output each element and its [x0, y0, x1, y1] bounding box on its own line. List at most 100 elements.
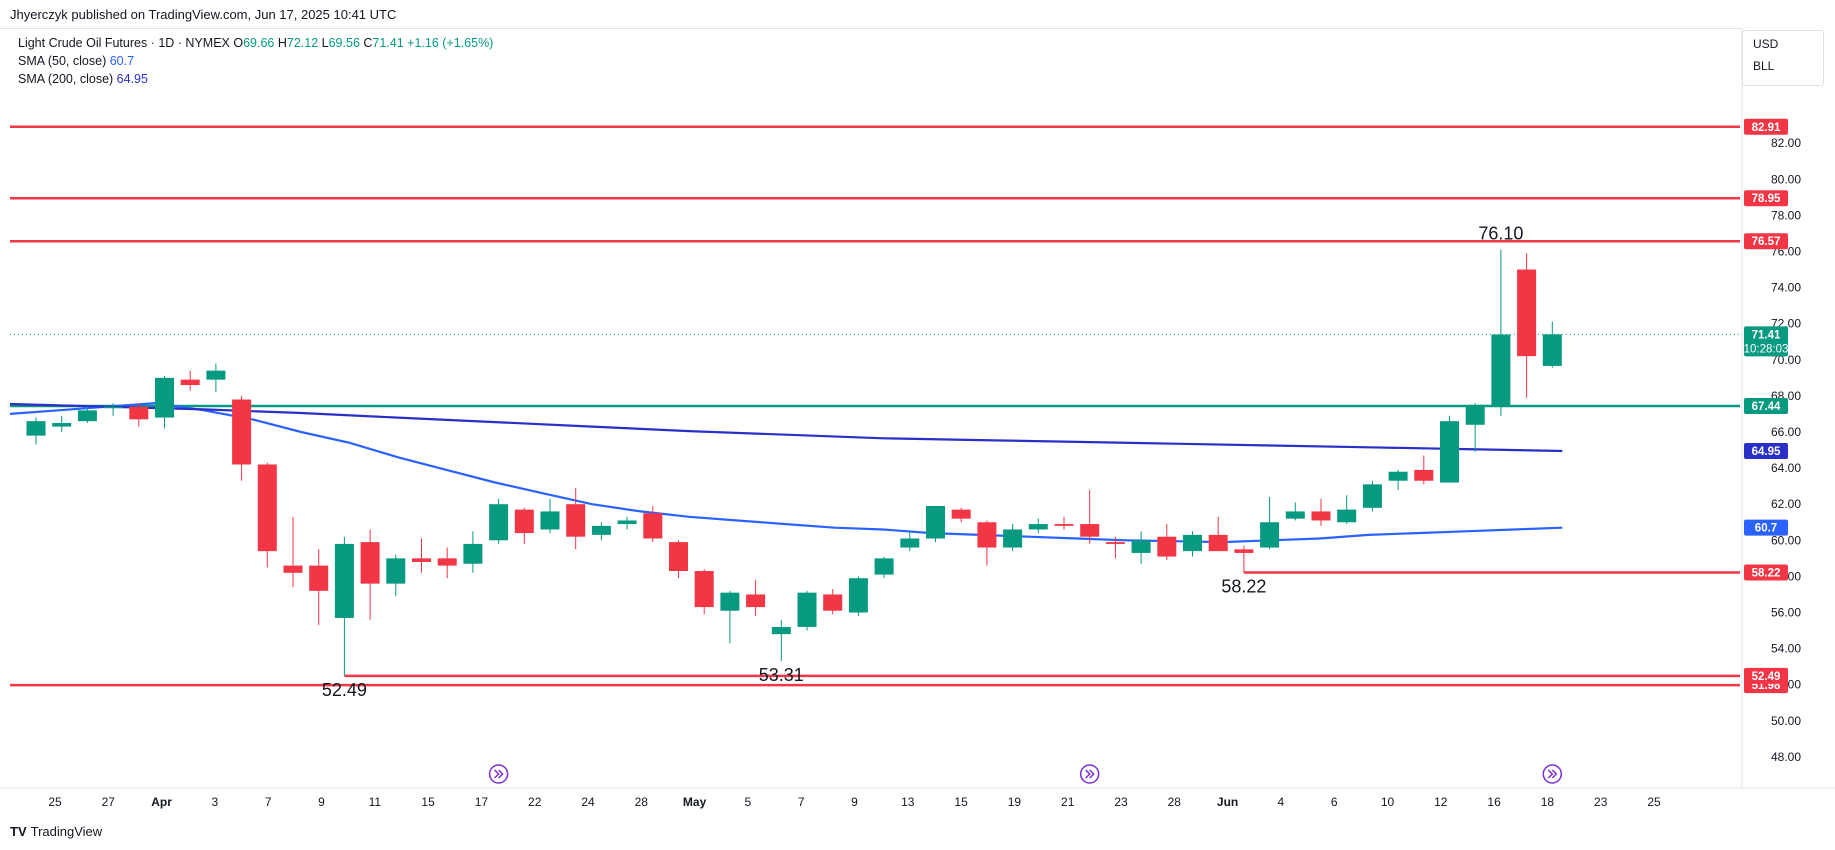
- candle: [77, 406, 97, 423]
- candle: [489, 498, 509, 544]
- x-tick-label: 24: [581, 795, 595, 809]
- y-tick-label: 66.00: [1771, 425, 1801, 439]
- replay-icon-arrows: [1085, 769, 1095, 779]
- candle: [669, 540, 688, 579]
- candle-body: [1542, 334, 1562, 366]
- candle-body: [1337, 509, 1357, 523]
- candle: [926, 506, 945, 543]
- candle: [1105, 536, 1125, 559]
- partial-price-tag: 52.49: [1744, 667, 1788, 684]
- candle: [1028, 518, 1048, 534]
- sma200-line: [9, 402, 1563, 453]
- candle-body: [1285, 511, 1305, 519]
- candle-body: [283, 565, 303, 573]
- candle-body: [26, 421, 46, 436]
- candle-body: [540, 511, 560, 530]
- x-tick-label: 9: [851, 795, 858, 809]
- candle: [360, 529, 380, 620]
- candle-body: [977, 522, 997, 548]
- y-tick-label: 56.00: [1771, 606, 1801, 620]
- candle-body: [257, 464, 277, 552]
- candle: [951, 507, 971, 523]
- candle: [155, 376, 174, 429]
- candle: [1440, 415, 1459, 483]
- candle-body: [103, 406, 123, 409]
- candle-body: [1234, 549, 1254, 553]
- candle: [1234, 545, 1254, 573]
- candle: [746, 580, 766, 617]
- candle-body: [129, 406, 149, 420]
- candle-body: [1131, 540, 1151, 553]
- high-label: H: [277, 36, 287, 50]
- candle: [1414, 455, 1434, 485]
- candle: [797, 590, 817, 631]
- level-price-tag-bg: [1744, 190, 1788, 207]
- candle-body: [1260, 522, 1280, 548]
- replay-icon[interactable]: [1079, 764, 1100, 784]
- candle: [412, 538, 431, 573]
- candle-body: [77, 410, 97, 422]
- candle: [26, 417, 46, 445]
- candle: [900, 531, 920, 552]
- candle: [334, 536, 354, 676]
- x-tick-label: 15: [954, 795, 968, 809]
- candle-body: [771, 626, 791, 635]
- indicator-price-tag: 64.95: [1744, 442, 1788, 459]
- candle-body: [900, 538, 920, 548]
- candle: [232, 395, 252, 481]
- indicator-price-tag-bg: [1744, 519, 1788, 536]
- x-tick-label: May: [683, 795, 707, 809]
- volume-unit[interactable]: BLL: [1753, 59, 1775, 73]
- open-value: 69.66: [243, 36, 275, 50]
- candle-body: [1208, 534, 1228, 552]
- candle: [103, 403, 123, 416]
- price-chart[interactable]: 48.0050.0052.0054.0056.0058.0060.0062.00…: [0, 28, 1835, 818]
- candle-body: [1311, 511, 1331, 521]
- replay-icon[interactable]: [1542, 764, 1563, 784]
- candle: [617, 516, 637, 530]
- candle: [1337, 495, 1357, 525]
- candle: [1362, 480, 1382, 512]
- candle-body: [1080, 524, 1100, 537]
- unit-selector[interactable]: USD BLL: [1742, 30, 1824, 86]
- candle-body: [1157, 536, 1177, 557]
- candle: [1285, 502, 1305, 521]
- x-tick-label: 25: [48, 795, 62, 809]
- level-price-tag: 76.57: [1744, 233, 1788, 250]
- x-tick-label: 23: [1594, 795, 1608, 809]
- y-tick-label: 54.00: [1771, 642, 1801, 656]
- x-tick-label: 6: [1331, 795, 1338, 809]
- candle: [1542, 321, 1562, 368]
- candle: [1388, 469, 1408, 490]
- candle-body: [463, 543, 483, 564]
- replay-icon[interactable]: [488, 764, 509, 784]
- publisher-text: Jhyerczyk published on TradingView.com, …: [10, 7, 397, 22]
- candle: [129, 403, 149, 427]
- level-price-tag-bg: [1744, 398, 1788, 415]
- legend-sma200-row[interactable]: SMA (200, close) 64.95: [18, 70, 493, 88]
- candle: [1003, 524, 1023, 552]
- currency-unit[interactable]: USD: [1753, 37, 1779, 51]
- candle-body: [52, 422, 72, 427]
- x-tick-label: 5: [745, 795, 752, 809]
- legend-sma50-row[interactable]: SMA (50, close) 60.7: [18, 52, 493, 70]
- legend-ohlc-row[interactable]: Light Crude Oil Futures · 1D · NYMEX O69…: [18, 34, 493, 52]
- candle-body: [566, 504, 586, 537]
- high-value: 72.12: [286, 36, 319, 50]
- candle: [540, 498, 560, 534]
- x-tick-label: 13: [901, 795, 915, 809]
- candle-body: [180, 379, 200, 386]
- y-tick-label: 48.00: [1771, 750, 1801, 764]
- price-annotation: 76.10: [1478, 224, 1523, 244]
- partial-price-tag-label: 58.22: [1752, 567, 1781, 579]
- candle-body: [591, 525, 611, 535]
- candle-body: [206, 370, 226, 380]
- candle: [1311, 498, 1331, 526]
- candle-body: [926, 506, 945, 539]
- candle: [848, 576, 868, 617]
- x-tick-label: 10: [1381, 795, 1395, 809]
- footer-brand-text: TradingView: [30, 824, 103, 839]
- candle: [1131, 531, 1151, 564]
- candle-body: [155, 377, 174, 418]
- candle: [514, 507, 534, 544]
